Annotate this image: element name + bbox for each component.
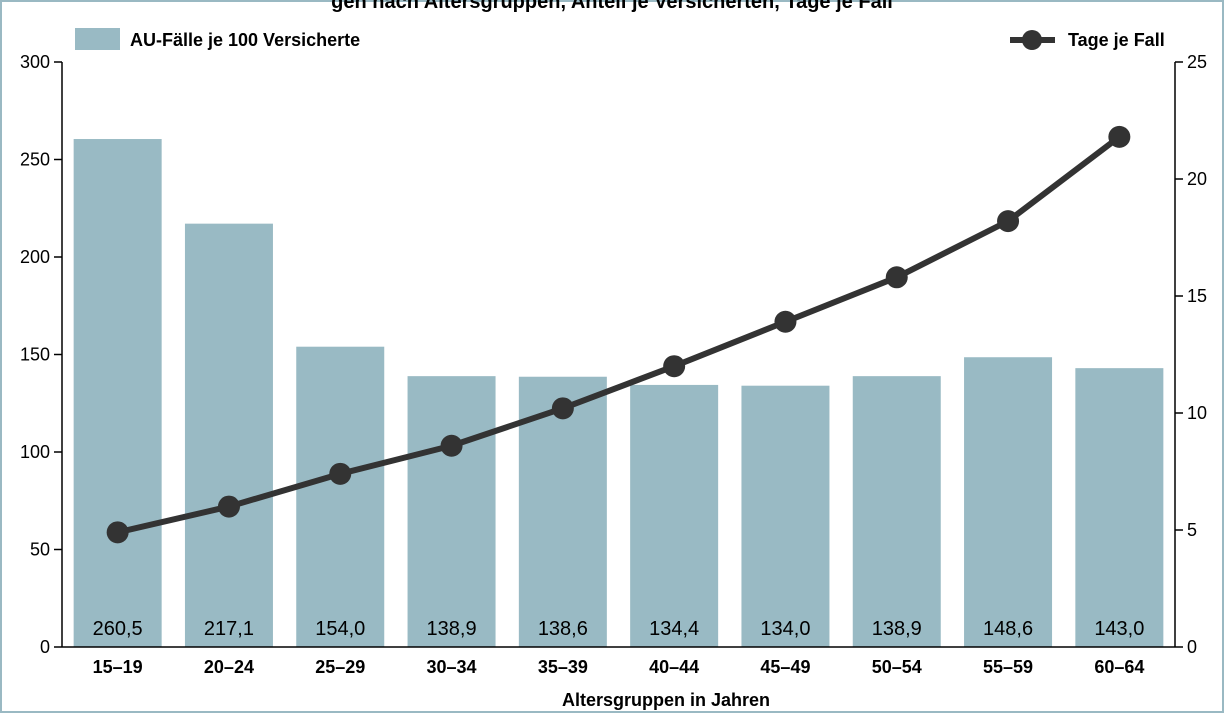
bar-value-label: 217,1 xyxy=(204,618,254,640)
line-point-30–34 xyxy=(440,434,463,457)
bar-value-label: 148,6 xyxy=(983,618,1033,640)
right-tick-label: 20 xyxy=(1187,169,1207,189)
bar-15–19 xyxy=(73,139,162,647)
x-tick-label: 35–39 xyxy=(538,657,588,677)
left-tick-label: 150 xyxy=(20,345,50,365)
left-tick-label: 100 xyxy=(20,442,50,462)
x-tick-label: 40–44 xyxy=(649,657,699,677)
legend: AU-Fälle je 100 Versicherte Tage je Fall xyxy=(75,28,1165,50)
left-tick-label: 50 xyxy=(30,540,50,560)
bar-55–59 xyxy=(964,357,1053,647)
legend-bar-label: AU-Fälle je 100 Versicherte xyxy=(130,30,360,50)
x-axis-title: Altersgruppen in Jahren xyxy=(562,690,770,710)
chart-title: gen nach Altersgruppen, Anteil je Versic… xyxy=(331,0,893,13)
bar-value-label: 143,0 xyxy=(1094,618,1144,640)
x-tick-label: 20–24 xyxy=(204,657,254,677)
x-axis: 15–19 20–24 25–29 30–34 35–39 40–44 45–49 50–54… xyxy=(62,646,1175,677)
right-y-axis: 0 5 10 15 20 25 xyxy=(1174,52,1207,657)
bar-20–24 xyxy=(184,223,273,647)
line-path xyxy=(116,134,1122,536)
bar-value-label: 260,5 xyxy=(93,618,143,640)
left-tick-label: 200 xyxy=(20,247,50,267)
bar-value-label: 134,0 xyxy=(760,618,810,640)
line-series xyxy=(106,125,1131,544)
bar-25–29 xyxy=(296,346,385,647)
x-tick-label: 55–59 xyxy=(983,657,1033,677)
bar-value-label: 138,9 xyxy=(872,618,922,640)
line-point-25–29 xyxy=(329,462,352,485)
left-tick-label: 250 xyxy=(20,150,50,170)
bar-value-label: 138,6 xyxy=(538,618,588,640)
x-tick-label: 50–54 xyxy=(872,657,922,677)
bar-45–49 xyxy=(741,385,830,647)
legend-bar-swatch xyxy=(75,28,120,50)
bar-40–44 xyxy=(630,384,719,647)
line-point-50–54 xyxy=(885,266,908,289)
line-point-35–39 xyxy=(551,397,574,420)
line-point-40–44 xyxy=(663,355,686,378)
bar-value-labels: 260,5 217,1 154,0 138,9 138,6 134,4 134,0 138,9… xyxy=(93,618,1145,640)
right-tick-label: 5 xyxy=(1187,520,1197,540)
right-tick-label: 10 xyxy=(1187,403,1207,423)
bar-value-label: 154,0 xyxy=(315,618,365,640)
bar-30–34 xyxy=(407,376,496,647)
line-point-15–19 xyxy=(106,521,129,544)
line-point-20–24 xyxy=(217,495,240,518)
x-tick-label: 60–64 xyxy=(1094,657,1144,677)
x-tick-label: 25–29 xyxy=(315,657,365,677)
line-point-55–59 xyxy=(997,210,1020,233)
right-tick-label: 25 xyxy=(1187,52,1207,72)
bar-value-label: 138,9 xyxy=(427,618,477,640)
bar-50–54 xyxy=(852,376,941,647)
left-y-axis: 0 50 100 150 200 250 300 xyxy=(20,52,63,657)
line-point-60–64 xyxy=(1108,125,1131,148)
line-point-45–49 xyxy=(774,310,797,333)
x-tick-label: 30–34 xyxy=(427,657,477,677)
bar-series xyxy=(73,139,1164,647)
bar-60–64 xyxy=(1075,368,1164,647)
x-tick-label: 45–49 xyxy=(760,657,810,677)
left-tick-label: 0 xyxy=(40,637,50,657)
left-tick-label: 300 xyxy=(20,52,50,72)
bar-value-label: 134,4 xyxy=(649,618,699,640)
legend-line-label: Tage je Fall xyxy=(1068,30,1165,50)
x-tick-label: 15–19 xyxy=(93,657,143,677)
bar-35–39 xyxy=(518,376,607,647)
right-tick-label: 15 xyxy=(1187,286,1207,306)
legend-line-marker xyxy=(1022,30,1042,50)
right-tick-label: 0 xyxy=(1187,637,1197,657)
